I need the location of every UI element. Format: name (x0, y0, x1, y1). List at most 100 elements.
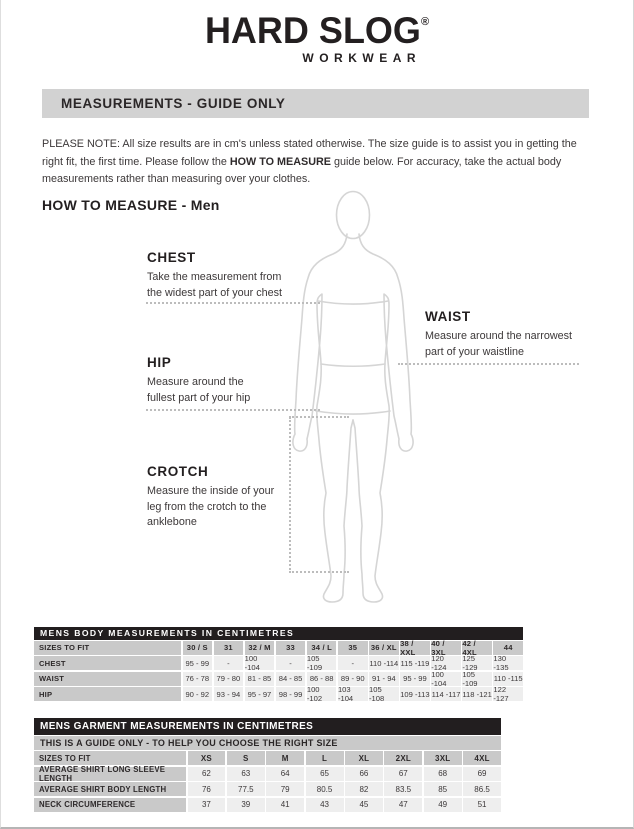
hip-guide-description: Measure around the fullest part of your h… (147, 375, 250, 406)
crotch-guide-title: CROTCH (147, 464, 209, 479)
table-data-cell: 45 (345, 797, 383, 812)
table-data-cell: 86 - 88 (306, 671, 337, 686)
table-data-cell: 84 - 85 (275, 671, 306, 686)
table-data-cell: 39 (226, 797, 265, 812)
table-data-cell: 62 (187, 766, 226, 781)
note-text-end: guide below. For accuracy, take the actu… (42, 155, 562, 186)
table-data-cell: 115 -119 (400, 656, 430, 670)
table-data-cell: 47 (384, 797, 423, 812)
table-data-cell: 122 -127 (493, 685, 523, 703)
waist-guide-line (398, 363, 579, 365)
note-bold-text: HOW TO MEASURE (229, 155, 332, 168)
table-header-cell: 30 / S (182, 640, 213, 655)
table-data-cell: 76 (187, 782, 226, 796)
table-data-cell: 100 -104 (244, 654, 275, 672)
table-data-cell: - (213, 656, 244, 670)
brand-text: HARD SLOG (204, 9, 421, 52)
table-row-label: HIP (34, 687, 181, 701)
table-data-cell: 43 (305, 797, 344, 812)
crotch-guide-line-bottom (289, 571, 349, 573)
brand-logo: HARD SLOG® WORKWEAR (1, 10, 633, 65)
table-data-cell: 105 -109 (306, 654, 337, 672)
waist-line1: Measure around the narrowest (425, 330, 573, 342)
table-header-cell: 36 / XL (369, 640, 399, 655)
body-table-title-bar: MENS BODY MEASUREMENTS IN CENTIMETRES (34, 627, 523, 640)
table-data-cell: 95 - 99 (182, 656, 213, 670)
table-data-cell: 90 - 92 (182, 687, 213, 701)
table-data-cell: 114 -117 (431, 687, 461, 701)
table-data-cell: 91 - 94 (369, 671, 399, 686)
waist-guide-title: WAIST (425, 309, 471, 324)
table-data-cell: 103 -104 (337, 685, 368, 703)
chest-line2: the widest part of your chest (147, 286, 283, 299)
table-header-cell: XS (187, 751, 226, 765)
garment-table-grid: SIZES TO FIT XS S M L XL 2XL 3XL 4XL AVERAGE SHIR… (34, 751, 501, 812)
table-data-cell: 100 -104 (431, 670, 461, 688)
mens-garment-measurements-table: MENS GARMENT MEASUREMENTS IN CENTIMETRES… (34, 718, 501, 812)
table-data-cell: 67 (384, 766, 423, 781)
figure-head (335, 190, 371, 240)
mens-body-measurements-table: MENS BODY MEASUREMENTS IN CENTIMETRES SI… (34, 627, 523, 703)
table-row-label: WAIST (34, 671, 181, 686)
waist-line2: part of your waistline (425, 345, 525, 358)
table-header-cell: 40 / 3XL (431, 639, 461, 657)
table-header-cell: 34 / L (306, 640, 337, 655)
chest-guide: CHEST Take the measurement from the wides… (147, 250, 282, 301)
table-data-cell: 68 (423, 766, 462, 781)
table-header-cell: 31 (213, 640, 244, 655)
table-data-cell: 65 (305, 766, 344, 781)
table-data-cell: 83.5 (384, 782, 423, 796)
table-data-cell: 86.5 (463, 782, 501, 796)
table-data-cell: 105 -109 (462, 670, 492, 688)
table-data-cell: 98 - 99 (275, 687, 306, 701)
table-header-cell: 3XL (423, 751, 462, 765)
table-data-cell: 80.5 (305, 782, 344, 796)
table-data-cell: 81 - 85 (244, 671, 275, 686)
body-table-grid: SIZES TO FIT 30 / S 31 32 / M 33 34 / L 35 36 /… (34, 639, 523, 703)
table-data-cell: 105 -108 (369, 685, 399, 703)
table-data-cell: 64 (266, 766, 305, 781)
table-data-cell: 118 -121 (462, 687, 492, 701)
note-paragraph: PLEASE NOTE: All size results are in cm'… (42, 136, 587, 189)
table-header-cell: 42 / 4XL (462, 639, 492, 657)
table-data-cell: 110 -115 (493, 671, 523, 686)
table-data-cell: 109 -113 (400, 687, 430, 701)
chest-guide-description: Take the measurement from the widest part… (147, 270, 282, 301)
note-text: PLEASE NOTE: All size results are in cm'… (42, 138, 577, 168)
registered-trademark-icon: ® (420, 15, 430, 28)
table-header-cell: 35 (337, 640, 368, 655)
table-row-label: CHEST (34, 656, 181, 670)
table-data-cell: 125 -129 (462, 654, 492, 672)
table-header-cell: 44 (493, 640, 523, 655)
hip-line2: fullest part of your hip (147, 391, 251, 404)
table-row-label: AVERAGE SHIRT LONG SLEEVE LENGTH (34, 765, 186, 783)
hip-guide-line (146, 409, 320, 411)
measurements-banner: MEASUREMENTS - GUIDE ONLY (42, 89, 589, 118)
crotch-guide-line-vertical (289, 417, 291, 573)
crotch-line2: leg from the crotch to the (147, 500, 267, 513)
figure-body (292, 233, 414, 603)
table-data-cell: 100 -102 (306, 685, 337, 703)
table-data-cell: 89 - 90 (337, 671, 368, 686)
table-data-cell: 63 (226, 766, 265, 781)
table-data-cell: 82 (345, 782, 383, 796)
table-data-cell: - (275, 656, 306, 670)
table-header-cell: S (226, 751, 265, 765)
table-data-cell: - (337, 656, 368, 670)
table-data-cell: 85 (423, 782, 462, 796)
table-header-cell: 32 / M (244, 640, 275, 655)
crotch-guide: CROTCH Measure the inside of your leg fro… (147, 464, 274, 531)
table-data-cell: 130 -135 (493, 654, 523, 672)
table-data-cell: 79 (266, 782, 305, 796)
table-header-cell: M (266, 751, 305, 765)
crotch-guide-line-top (289, 416, 349, 418)
table-header-cell: XL (345, 751, 383, 765)
brand-name: HARD SLOG® (205, 10, 429, 53)
table-data-cell: 77.5 (226, 782, 265, 796)
table-data-cell: 95 - 97 (244, 687, 275, 701)
table-data-cell: 49 (423, 797, 462, 812)
table-data-cell: 37 (187, 797, 226, 812)
male-body-outline-figure (292, 190, 414, 603)
table-data-cell: 95 - 99 (400, 671, 430, 686)
